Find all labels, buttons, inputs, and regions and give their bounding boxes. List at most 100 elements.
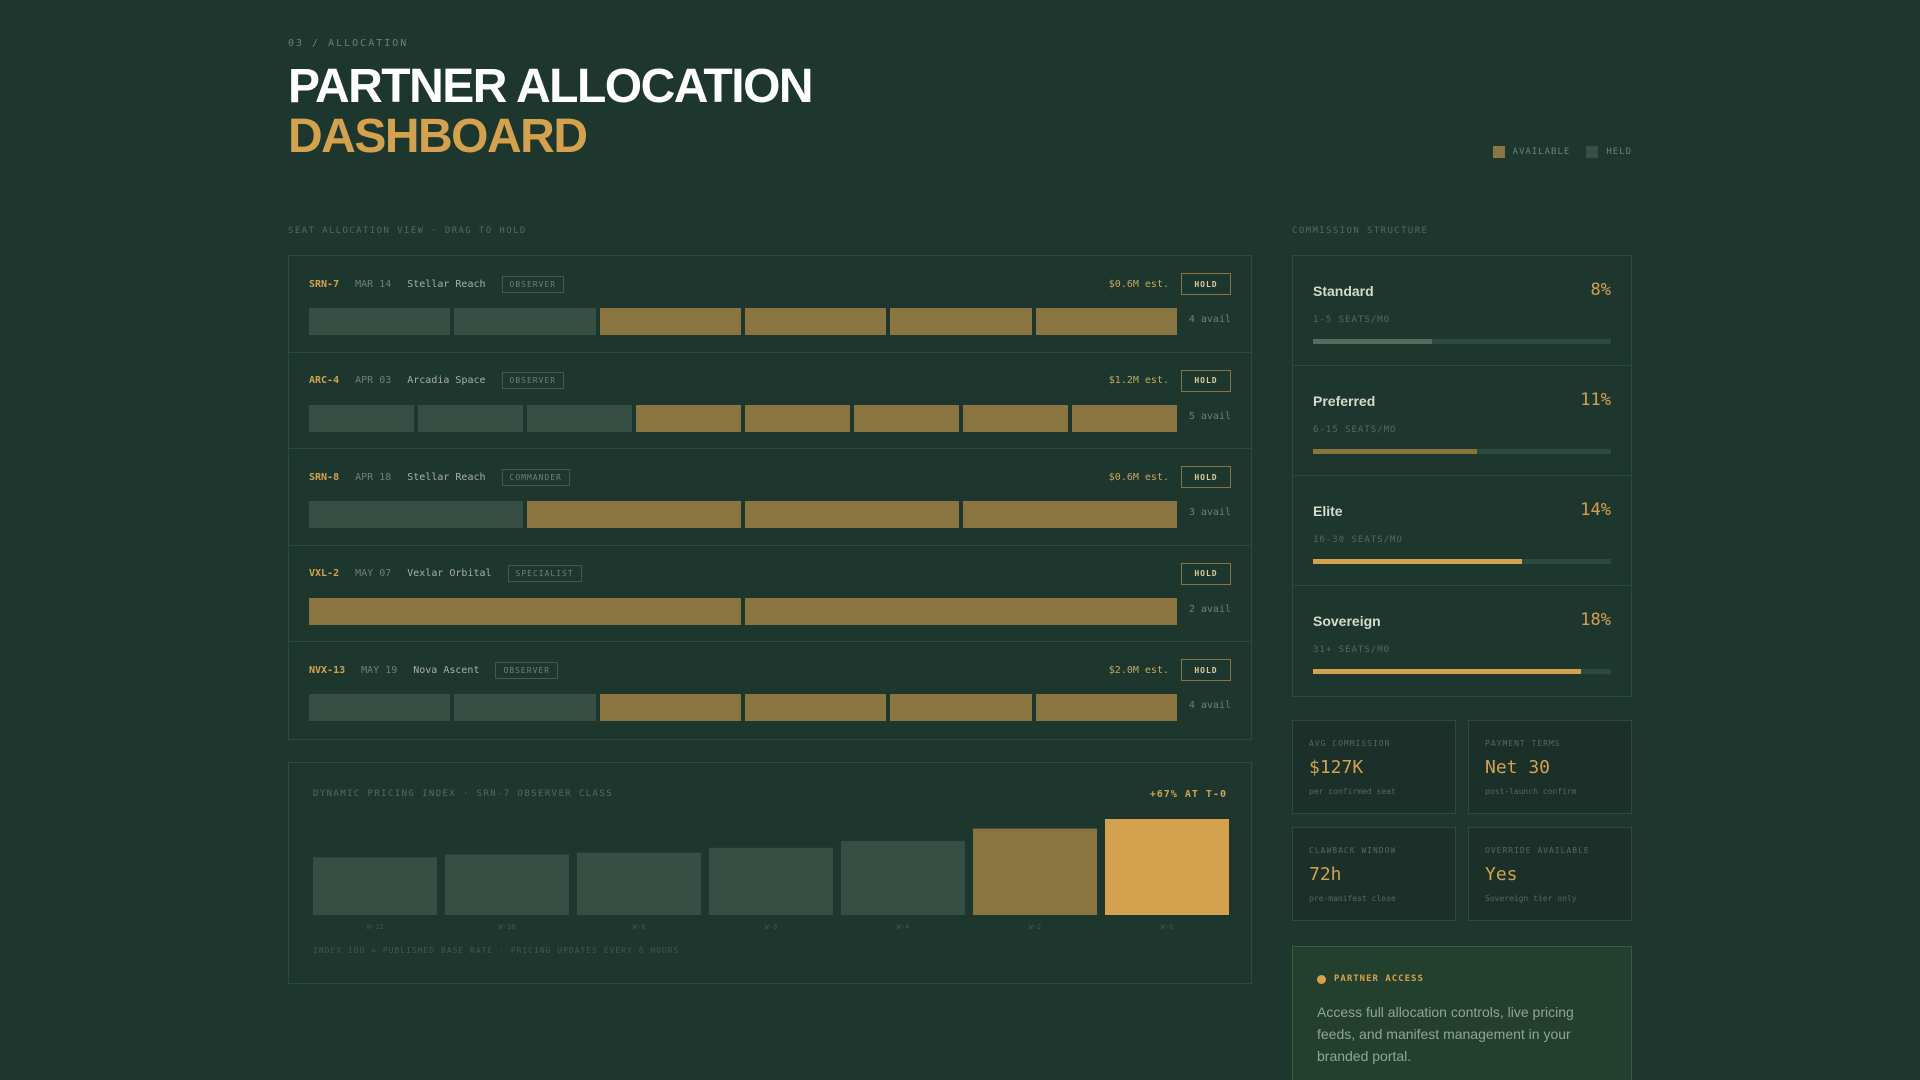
- seat-held: [454, 308, 596, 335]
- legend-held: HELD: [1586, 146, 1632, 158]
- seat-held: [309, 501, 523, 529]
- seat-held: [418, 404, 523, 432]
- stat-sub: post-launch confirm: [1485, 787, 1577, 796]
- partner-access-text: Access full allocation controls, live pr…: [1317, 1004, 1574, 1064]
- hold-button[interactable]: HOLD: [1181, 659, 1231, 682]
- seat-class-badge: OBSERVER: [501, 372, 565, 390]
- price-bar-w-0: [1105, 819, 1229, 915]
- page-title: PARTNER ALLOCATION DASHBOARD: [288, 60, 814, 163]
- tier-progress-fill: [1313, 669, 1582, 674]
- allocation-row: SRN-7 MAR 14 Stellar Reach OBSERVER $0.6M es…: [289, 256, 1251, 353]
- seat-available[interactable]: [1072, 404, 1177, 432]
- stat-payment-terms: PAYMENT TERMS Net 30 post-launch confirm: [1468, 720, 1632, 814]
- revenue-estimate: $1.2M est.: [1108, 375, 1169, 387]
- seat-available[interactable]: [1035, 694, 1177, 722]
- price-tick-label: W-6: [765, 923, 778, 931]
- seat-held: [454, 694, 596, 722]
- page-title-line2: DASHBOARD: [288, 110, 588, 163]
- flight-date: APR 03: [355, 375, 392, 387]
- price-tick-label: W-10: [499, 923, 516, 931]
- seat-available[interactable]: [963, 404, 1068, 432]
- price-bar-w-12: [313, 857, 437, 915]
- stat-label: PAYMENT TERMS: [1485, 739, 1561, 748]
- legend-held-swatch: [1586, 146, 1599, 158]
- seat-bar: [309, 597, 1177, 625]
- seat-held: [527, 404, 632, 432]
- price-tick-label: W-8: [633, 923, 646, 931]
- page-title-line1: PARTNER ALLOCATION: [288, 60, 814, 113]
- tier-seats: 1-5 SEATS/MO: [1313, 315, 1391, 325]
- price-bar-w-2: [973, 828, 1097, 915]
- partner-org: Stellar Reach: [407, 471, 486, 483]
- partner-access-card[interactable]: PARTNER ACCESS Access full allocation co…: [1292, 946, 1632, 1080]
- seat-available[interactable]: [744, 694, 887, 722]
- allocation-row: ARC-4 APR 03 Arcadia Space OBSERVER $1.2M es…: [289, 353, 1251, 450]
- tier-rate: 11%: [1580, 390, 1611, 410]
- seat-available[interactable]: [854, 404, 959, 432]
- stat-label: CLAWBACK WINDOW: [1309, 846, 1397, 855]
- tier-progress-track: [1313, 339, 1611, 344]
- seat-available[interactable]: [309, 597, 741, 625]
- allocation-row-header: VXL-2 MAY 07 Vexlar Orbital SPECIALIST HOLD: [309, 562, 1231, 585]
- commission-panel: Standard 8% 1-5 SEATS/MO Preferred 11% 6…: [1292, 255, 1632, 697]
- stat-sub: Sovereign tier only: [1485, 894, 1577, 903]
- seat-available[interactable]: [745, 501, 959, 529]
- tier-name: Standard: [1313, 283, 1374, 299]
- hold-button[interactable]: HOLD: [1181, 562, 1231, 585]
- partner-org: Nova Ascent: [413, 664, 480, 676]
- seat-available[interactable]: [599, 308, 741, 335]
- seat-available[interactable]: [636, 404, 741, 432]
- tier-seats: 16-30 SEATS/MO: [1313, 535, 1403, 545]
- partner-org: Vexlar Orbital: [407, 568, 492, 580]
- hold-button[interactable]: HOLD: [1181, 369, 1231, 392]
- pricing-footnote: INDEX 100 = PUBLISHED BASE RATE · PRICIN…: [313, 946, 680, 955]
- partner-org: Arcadia Space: [407, 375, 486, 387]
- tier-progress-fill: [1313, 449, 1477, 454]
- tier-progress-track: [1313, 669, 1611, 674]
- flight-code: SRN-7: [309, 278, 340, 290]
- price-tick-label: W-2: [1029, 923, 1042, 931]
- available-count: 4 avail: [1188, 314, 1231, 325]
- pricing-chart: W-12 W-10 W-8 W-6 W-4 W-2 W-0: [313, 819, 1229, 931]
- allocation-row: VXL-2 MAY 07 Vexlar Orbital SPECIALIST HOLD 2…: [289, 546, 1251, 643]
- status-dot-icon: [1317, 974, 1326, 984]
- tier-elite: Elite 14% 16-30 SEATS/MO: [1293, 476, 1631, 586]
- seat-bar: [309, 694, 1177, 722]
- tier-seats: 6-15 SEATS/MO: [1313, 425, 1397, 435]
- seat-available[interactable]: [963, 501, 1177, 529]
- seat-available[interactable]: [745, 597, 1177, 625]
- allocation-row-header: NVX-13 MAY 19 Nova Ascent OBSERVER $2.0M est…: [309, 659, 1231, 682]
- stat-override-available: OVERRIDE AVAILABLE Yes Sovereign tier on…: [1468, 827, 1632, 921]
- seat-available[interactable]: [744, 308, 887, 335]
- seat-available[interactable]: [599, 694, 741, 722]
- price-bar-w-10: [445, 854, 569, 915]
- flight-code: NVX-13: [309, 664, 346, 676]
- pricing-title: DYNAMIC PRICING INDEX · SRN-7 OBSERVER C…: [313, 789, 614, 799]
- seat-available[interactable]: [1035, 308, 1177, 335]
- tier-name: Elite: [1313, 503, 1343, 519]
- seat-available[interactable]: [890, 694, 1032, 722]
- tier-sovereign: Sovereign 18% 31+ SEATS/MO: [1293, 586, 1631, 696]
- tier-progress-track: [1313, 559, 1611, 564]
- seat-held: [309, 404, 414, 432]
- revenue-estimate: $2.0M est.: [1108, 664, 1169, 676]
- seat-available[interactable]: [527, 501, 741, 529]
- tier-rate: 8%: [1590, 280, 1611, 300]
- seat-class-badge: SPECIALIST: [507, 565, 582, 583]
- price-bar-w-6: [709, 847, 833, 915]
- allocation-row-header: ARC-4 APR 03 Arcadia Space OBSERVER $1.2M es…: [309, 369, 1231, 392]
- seat-class-badge: COMMANDER: [501, 468, 570, 486]
- available-count: 2 avail: [1188, 603, 1231, 615]
- stat-value: Net 30: [1485, 757, 1551, 778]
- tier-rate: 18%: [1580, 610, 1611, 630]
- revenue-estimate: $0.6M est.: [1108, 471, 1169, 483]
- hold-button[interactable]: HOLD: [1181, 273, 1231, 295]
- flight-date: MAR 14: [355, 278, 392, 290]
- stat-label: AVG COMMISSION: [1309, 739, 1391, 748]
- revenue-estimate: $0.6M est.: [1108, 278, 1169, 290]
- tier-seats: 31+ SEATS/MO: [1313, 645, 1391, 655]
- hold-button[interactable]: HOLD: [1181, 466, 1231, 489]
- seat-available[interactable]: [890, 308, 1032, 335]
- stat-sub: pre-manifest close: [1309, 894, 1396, 903]
- seat-available[interactable]: [745, 404, 850, 432]
